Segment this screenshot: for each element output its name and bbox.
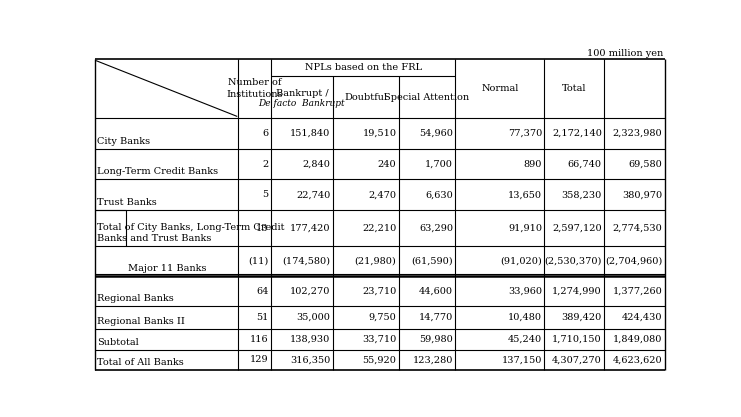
Text: 890: 890 bbox=[524, 159, 542, 168]
Text: Regional Banks II: Regional Banks II bbox=[97, 317, 185, 326]
Text: 316,350: 316,350 bbox=[290, 355, 330, 364]
Text: De facto  Bankrupt: De facto Bankrupt bbox=[259, 99, 345, 108]
Text: 35,000: 35,000 bbox=[296, 313, 330, 322]
Text: 22,210: 22,210 bbox=[362, 224, 396, 233]
Text: 4,623,620: 4,623,620 bbox=[613, 355, 662, 364]
Text: 424,430: 424,430 bbox=[622, 313, 662, 322]
Text: 6,630: 6,630 bbox=[425, 190, 453, 199]
Text: 151,840: 151,840 bbox=[290, 129, 330, 138]
Text: 358,230: 358,230 bbox=[562, 190, 602, 199]
Text: 2: 2 bbox=[262, 159, 268, 168]
Text: Trust Banks: Trust Banks bbox=[97, 198, 157, 207]
Text: 2,172,140: 2,172,140 bbox=[552, 129, 602, 138]
Text: 13,650: 13,650 bbox=[508, 190, 542, 199]
Text: 19,510: 19,510 bbox=[362, 129, 396, 138]
Text: 1,710,150: 1,710,150 bbox=[552, 335, 602, 344]
Text: 1,849,080: 1,849,080 bbox=[613, 335, 662, 344]
Text: 129: 129 bbox=[250, 355, 268, 364]
Text: 177,420: 177,420 bbox=[290, 224, 330, 233]
Text: 4,307,270: 4,307,270 bbox=[552, 355, 602, 364]
Text: Number of
Institutions: Number of Institutions bbox=[226, 78, 283, 98]
Text: 137,150: 137,150 bbox=[502, 355, 542, 364]
Text: 23,710: 23,710 bbox=[362, 286, 396, 296]
Text: 2,323,980: 2,323,980 bbox=[613, 129, 662, 138]
Text: 69,580: 69,580 bbox=[628, 159, 662, 168]
Text: City Banks: City Banks bbox=[97, 136, 150, 146]
Text: 33,960: 33,960 bbox=[508, 286, 542, 296]
Text: 64: 64 bbox=[256, 286, 268, 296]
Text: 240: 240 bbox=[378, 159, 396, 168]
Text: Major 11 Banks: Major 11 Banks bbox=[128, 264, 207, 273]
Text: Total of City Banks, Long-Term Credit
Banks and Trust Banks: Total of City Banks, Long-Term Credit Ba… bbox=[97, 223, 285, 243]
Text: Total: Total bbox=[562, 84, 587, 93]
Text: (2,530,370): (2,530,370) bbox=[545, 256, 602, 266]
Text: 33,710: 33,710 bbox=[362, 335, 396, 344]
Text: 14,770: 14,770 bbox=[419, 313, 453, 322]
Text: 77,370: 77,370 bbox=[508, 129, 542, 138]
Text: 380,970: 380,970 bbox=[622, 190, 662, 199]
Text: 13: 13 bbox=[256, 224, 268, 233]
Text: 10,480: 10,480 bbox=[508, 313, 542, 322]
Text: 44,600: 44,600 bbox=[419, 286, 453, 296]
Text: 1,377,260: 1,377,260 bbox=[613, 286, 662, 296]
Text: Special Attention: Special Attention bbox=[385, 93, 470, 101]
Text: 2,840: 2,840 bbox=[302, 159, 330, 168]
Text: 5: 5 bbox=[262, 190, 268, 199]
Text: 389,420: 389,420 bbox=[562, 313, 602, 322]
Text: 51: 51 bbox=[256, 313, 268, 322]
Text: Bankrupt /: Bankrupt / bbox=[276, 89, 328, 98]
Text: 102,270: 102,270 bbox=[290, 286, 330, 296]
Text: 9,750: 9,750 bbox=[369, 313, 396, 322]
Text: 54,960: 54,960 bbox=[419, 129, 453, 138]
Text: Total of All Banks: Total of All Banks bbox=[97, 357, 184, 367]
Text: (11): (11) bbox=[248, 256, 268, 266]
Text: (174,580): (174,580) bbox=[282, 256, 330, 266]
Text: 22,740: 22,740 bbox=[296, 190, 330, 199]
Text: Regional Banks: Regional Banks bbox=[97, 294, 174, 304]
Text: (2,704,960): (2,704,960) bbox=[605, 256, 662, 266]
Text: 100 million yen: 100 million yen bbox=[587, 49, 663, 58]
Text: Normal: Normal bbox=[481, 84, 519, 93]
Text: NPLs based on the FRL: NPLs based on the FRL bbox=[305, 63, 422, 72]
Text: Doubtful: Doubtful bbox=[345, 93, 388, 101]
Text: 116: 116 bbox=[250, 335, 268, 344]
Text: Long-Term Credit Banks: Long-Term Credit Banks bbox=[97, 167, 219, 176]
Text: 2,774,530: 2,774,530 bbox=[613, 224, 662, 233]
Text: 63,290: 63,290 bbox=[419, 224, 453, 233]
Text: 55,920: 55,920 bbox=[362, 355, 396, 364]
Text: 6: 6 bbox=[262, 129, 268, 138]
Text: (21,980): (21,980) bbox=[355, 256, 396, 266]
Text: 138,930: 138,930 bbox=[290, 335, 330, 344]
Text: 45,240: 45,240 bbox=[508, 335, 542, 344]
Text: 66,740: 66,740 bbox=[568, 159, 602, 168]
Text: (61,590): (61,590) bbox=[411, 256, 453, 266]
Text: Subtotal: Subtotal bbox=[97, 338, 139, 347]
Text: 59,980: 59,980 bbox=[419, 335, 453, 344]
Text: (91,020): (91,020) bbox=[500, 256, 542, 266]
Text: 91,910: 91,910 bbox=[508, 224, 542, 233]
Text: 123,280: 123,280 bbox=[413, 355, 453, 364]
Text: 2,597,120: 2,597,120 bbox=[552, 224, 602, 233]
Text: 1,274,990: 1,274,990 bbox=[552, 286, 602, 296]
Text: 2,470: 2,470 bbox=[368, 190, 396, 199]
Text: 1,700: 1,700 bbox=[425, 159, 453, 168]
